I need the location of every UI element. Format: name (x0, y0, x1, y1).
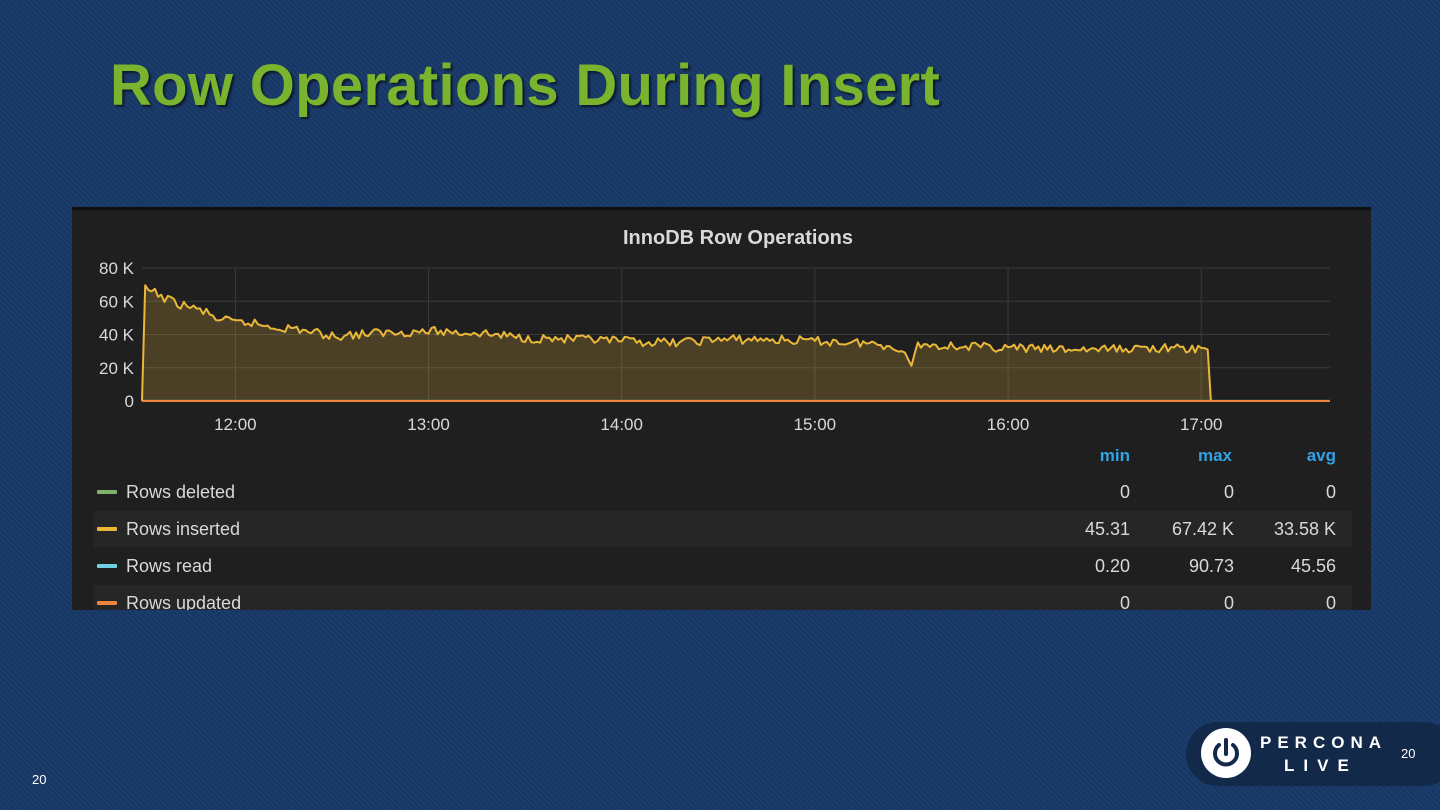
brand-name-live: LIVE (1284, 756, 1358, 775)
y-tick-label: 40 K (99, 326, 135, 345)
legend-series-name[interactable]: Rows inserted (126, 519, 241, 539)
legend-min-value: 0.20 (1094, 556, 1130, 576)
legend-max-value: 0 (1223, 593, 1234, 610)
legend-swatch (97, 490, 117, 494)
legend-row-rows-deleted[interactable]: Rows deleted 0 0 0 (94, 474, 1352, 510)
innodb-row-operations-chart: InnoDB Row Operations 0 20 K 40 K 60 K 80 K 12… (99, 227, 1330, 434)
x-tick-label: 13:00 (407, 415, 450, 434)
x-tick-label: 12:00 (214, 415, 257, 434)
page-number: 20 (32, 772, 47, 787)
legend-avg-value: 0 (1325, 593, 1336, 610)
x-tick-label: 15:00 (794, 415, 837, 434)
slide-title: Row Operations During Insert (110, 53, 941, 118)
legend-max-value: 67.42 K (1171, 519, 1234, 539)
legend-series-name[interactable]: Rows deleted (126, 482, 236, 502)
y-tick-label: 0 (125, 392, 134, 411)
legend-row-rows-inserted[interactable]: Rows inserted 45.31 67.42 K 33.58 K (94, 511, 1352, 547)
y-tick-label: 60 K (99, 292, 135, 311)
legend-min-value: 0 (1119, 593, 1130, 610)
legend-header-max[interactable]: max (1197, 446, 1232, 465)
series-area-rows-inserted (142, 285, 1330, 401)
y-tick-label: 20 K (99, 359, 135, 378)
brand-name-percona: PERCONA (1260, 733, 1388, 752)
legend-min-value: 45.31 (1084, 519, 1130, 539)
y-tick-label: 80 K (99, 259, 135, 278)
legend-swatch (97, 601, 117, 605)
x-tick-label: 14:00 (600, 415, 643, 434)
series-line-rows-inserted (141, 284, 1330, 402)
legend-avg-value: 33.58 K (1273, 519, 1336, 539)
legend-series-name[interactable]: Rows updated (126, 593, 242, 610)
legend-row-rows-updated[interactable]: Rows updated 0 0 0 (94, 585, 1352, 610)
legend-max-value: 0 (1223, 482, 1234, 502)
legend-swatch (97, 564, 117, 568)
chart-title: InnoDB Row Operations (623, 227, 853, 249)
legend-swatch (97, 527, 117, 531)
legend-min-value: 0 (1119, 482, 1130, 502)
legend-max-value: 90.73 (1188, 556, 1234, 576)
x-tick-label: 17:00 (1180, 415, 1223, 434)
legend-avg-value: 45.56 (1290, 556, 1336, 576)
power-icon (1201, 728, 1251, 778)
legend-row-rows-read[interactable]: Rows read 0.20 90.73 45.56 (94, 548, 1352, 584)
chart-panel: InnoDB Row Operations 0 20 K 40 K 60 K 80 K 12… (72, 207, 1371, 610)
legend-header: min max avg (72, 446, 1371, 468)
legend-header-min[interactable]: min (1099, 446, 1130, 465)
page-number-badge: 20 (1401, 746, 1416, 761)
x-tick-label: 16:00 (987, 415, 1030, 434)
legend-avg-value: 0 (1325, 482, 1336, 502)
legend-series-name[interactable]: Rows read (126, 556, 213, 576)
legend-header-avg[interactable]: avg (1306, 446, 1336, 465)
